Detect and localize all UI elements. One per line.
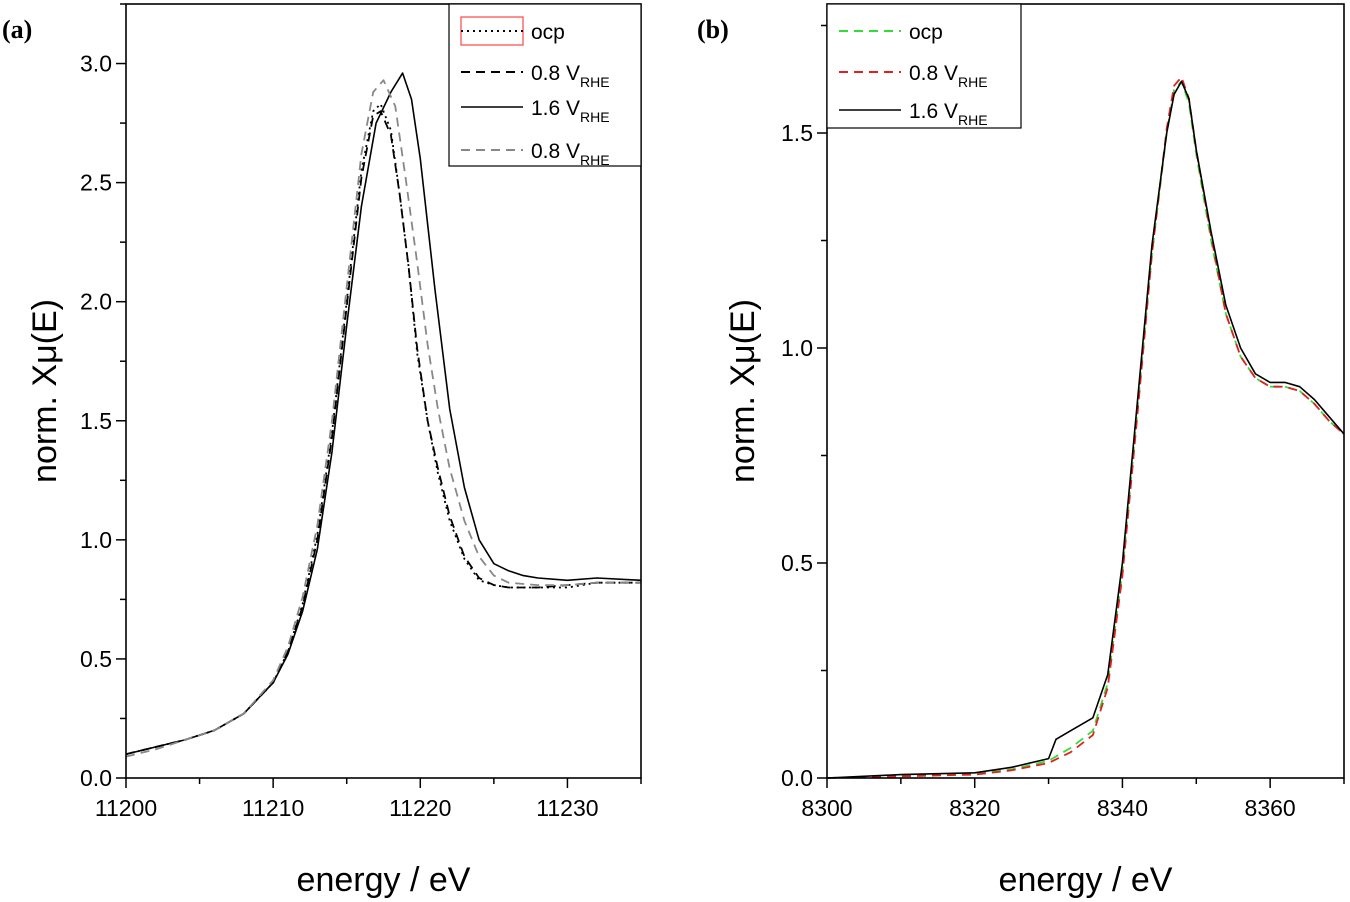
y-tick-label: 2.0 <box>80 289 112 315</box>
series-line-1 <box>125 103 641 756</box>
x-tick-label: 11200 <box>95 795 157 821</box>
panel-b-y-axis-title: norm. Xμ(E) <box>724 299 762 483</box>
y-tick-label: 1.0 <box>781 335 813 361</box>
y-tick-label: 0.5 <box>781 550 813 576</box>
x-tick-label: 11210 <box>242 795 304 821</box>
panel-a-ticks: 11200 11210 11220 11230 0.0 0.5 1.0 1.5 2.0 2.5 3.… <box>80 3 642 821</box>
y-tick-label: 1.5 <box>781 120 813 146</box>
panel-b-label: (b) <box>697 15 729 44</box>
series-line-3 <box>125 72 642 755</box>
legend-box <box>826 3 1022 129</box>
y-tick-label: 2.5 <box>80 170 112 196</box>
x-tick-label: 8340 <box>1097 795 1148 821</box>
legend-label-1: ocp <box>531 21 565 44</box>
series-line-2 <box>125 110 641 756</box>
y-tick-label: 3.0 <box>80 51 112 77</box>
panel-a-x-axis-title: energy / eV <box>297 861 471 899</box>
y-tick-label: 0.5 <box>80 646 112 672</box>
x-tick-label: 11220 <box>389 795 451 821</box>
y-tick-label: 0.0 <box>80 765 112 791</box>
x-tick-label: 8360 <box>1245 795 1296 821</box>
legend-label-1: ocp <box>909 21 943 44</box>
panel-a-label: (a) <box>2 15 32 44</box>
panel-a-series-group <box>125 72 642 758</box>
panel-a-y-axis-title: norm. Xμ(E) <box>26 299 64 483</box>
panel-a-plot-frame <box>125 3 642 779</box>
y-tick-label: 1.0 <box>80 527 112 553</box>
panel-b-series-group <box>826 76 1345 779</box>
panel-b-ticks: 8300 8320 8340 8360 0.0 0.5 1.0 1.5 <box>781 24 1345 821</box>
series-line-2 <box>826 76 1345 779</box>
series-line-4 <box>125 79 641 758</box>
panel-b-x-axis-title: energy / eV <box>999 861 1173 899</box>
panel-b-plot-frame <box>826 3 1345 779</box>
series-line-3 <box>826 80 1345 779</box>
x-tick-label: 8320 <box>949 795 1000 821</box>
y-tick-label: 1.5 <box>80 408 112 434</box>
legend-label-3: 1.6 VRHE <box>531 97 610 125</box>
panel-b-chart: (b) 8300 8320 8340 8360 0.0 0.5 1.0 1.5 ocp0.8 … <box>697 3 1345 899</box>
panel-a-chart: (a) 11200 11210 11220 11230 0.0 0.5 1.0 1.5 2.0 2… <box>2 3 642 899</box>
y-tick-label: 0.0 <box>781 765 813 791</box>
x-tick-label: 8300 <box>801 795 852 821</box>
series-line-1 <box>826 80 1345 779</box>
x-tick-label: 11230 <box>536 795 598 821</box>
